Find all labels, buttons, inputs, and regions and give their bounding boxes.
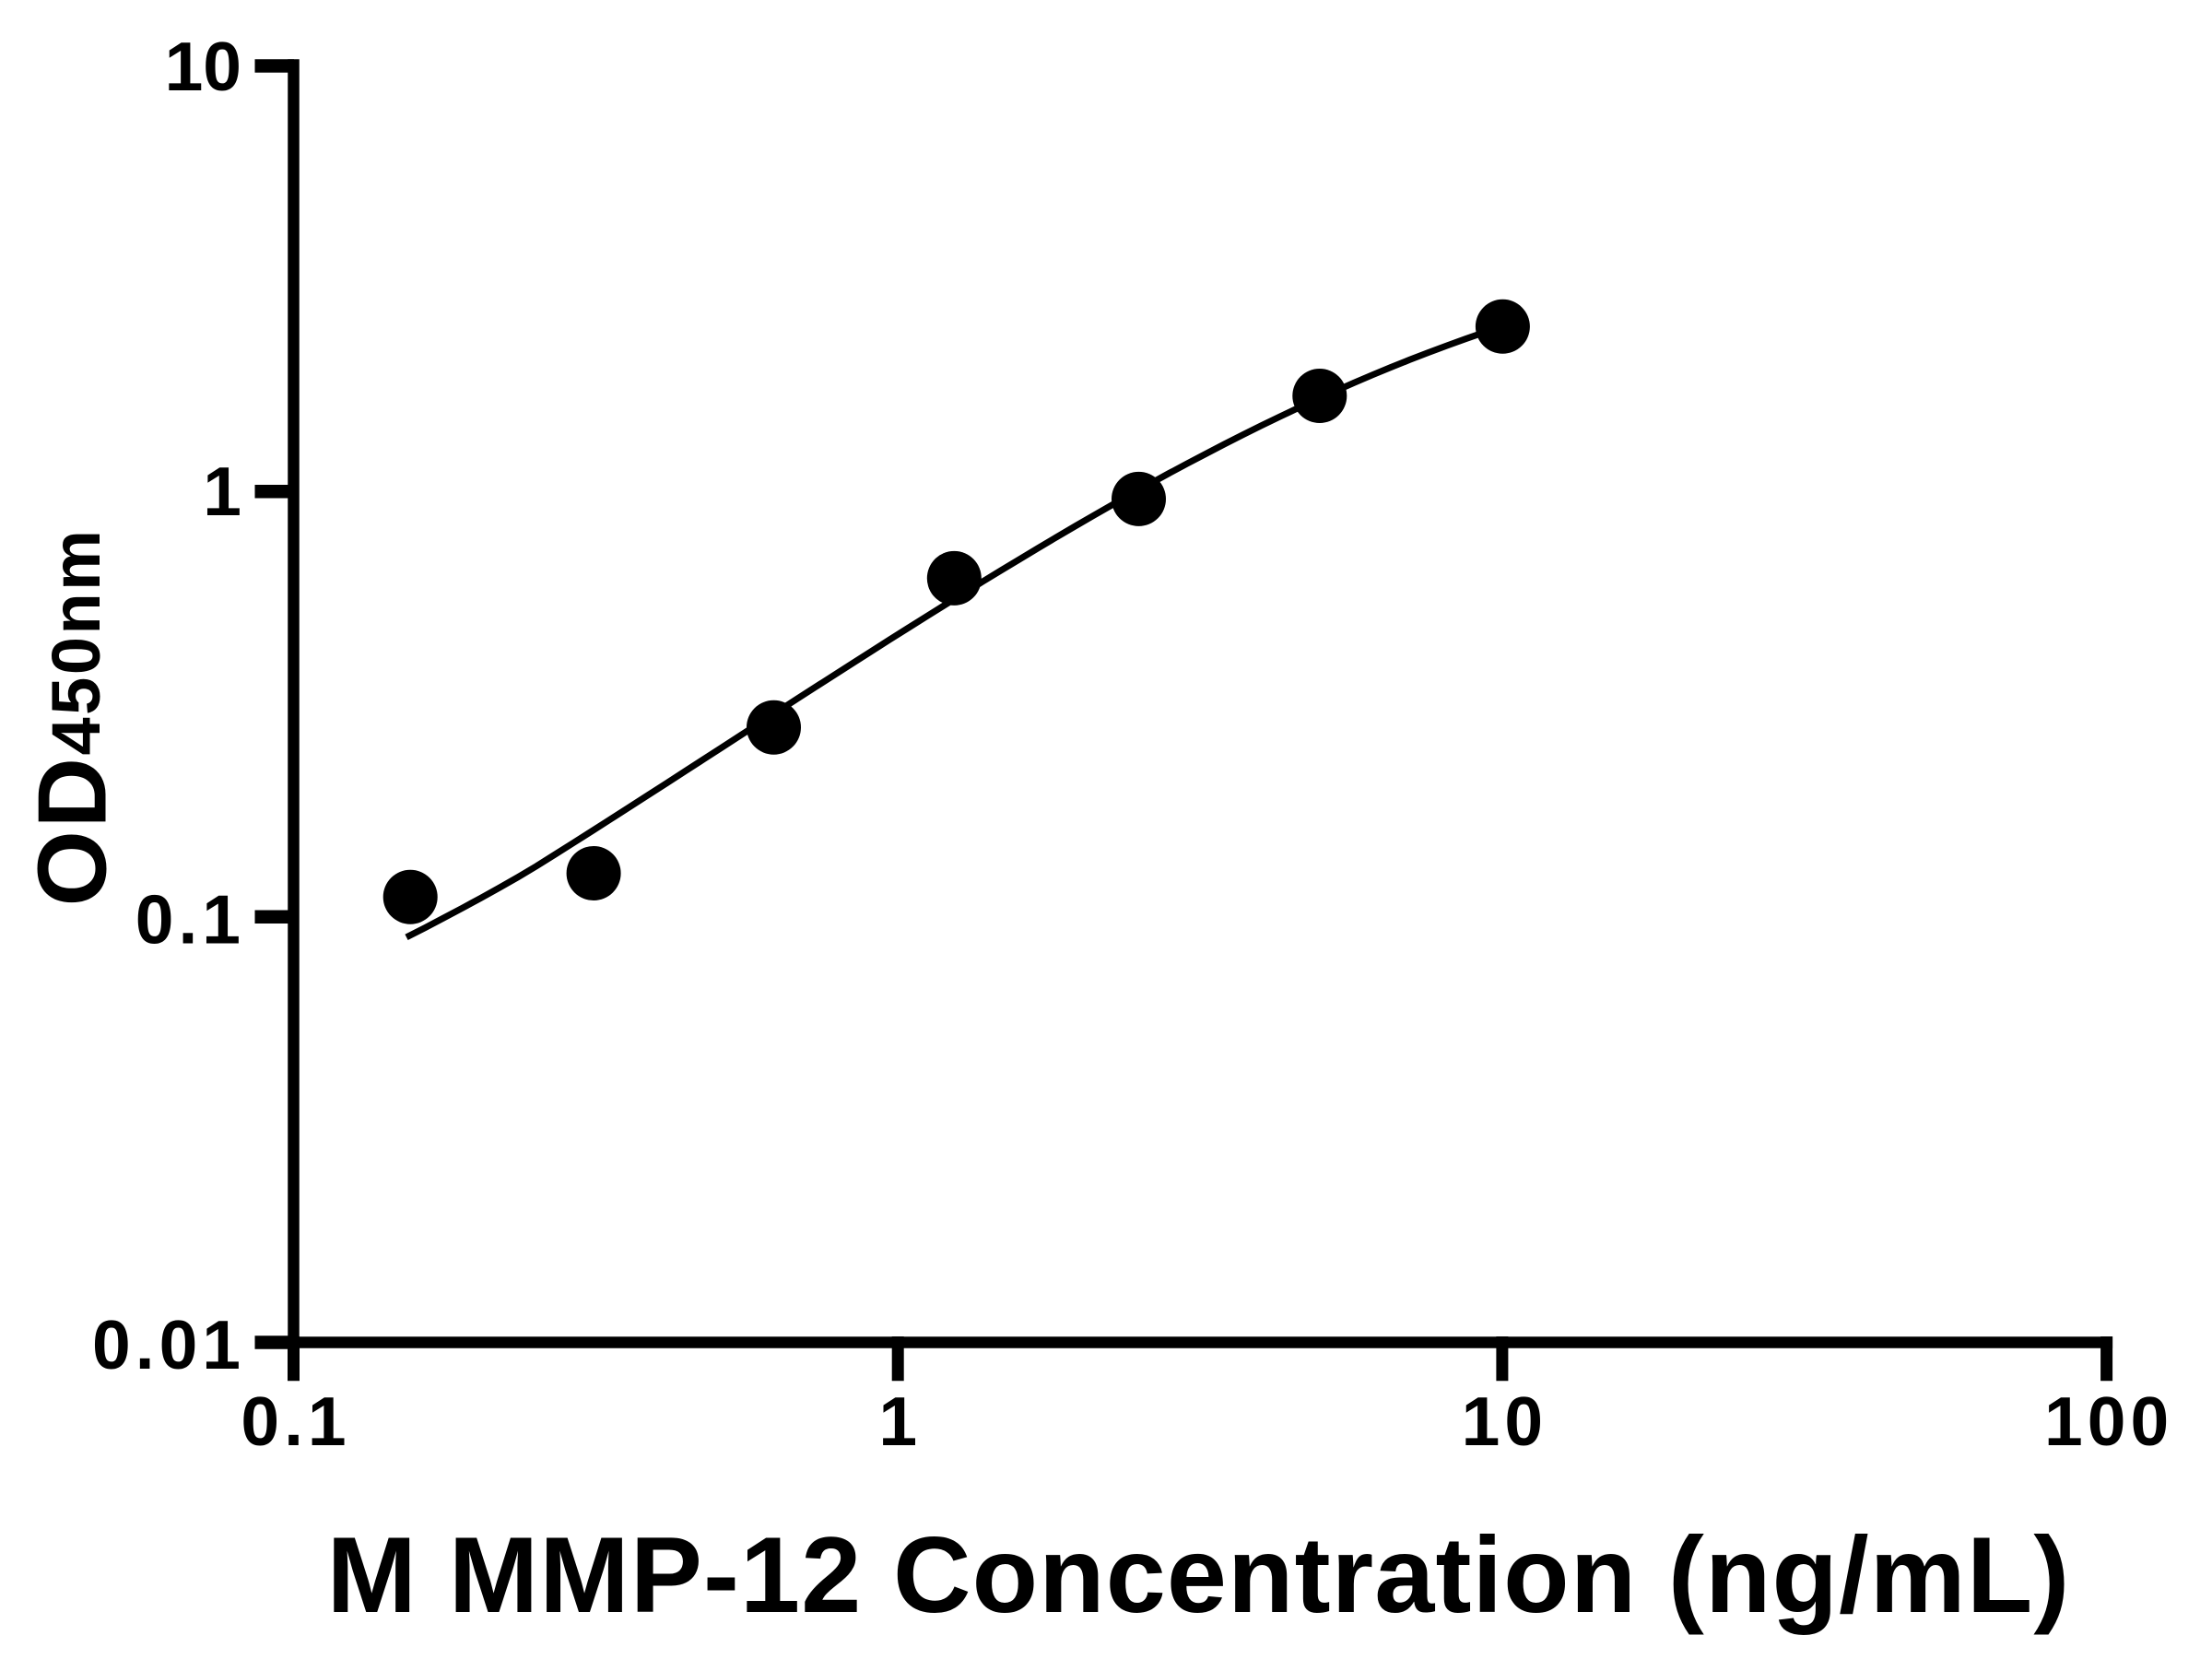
svg-text:OD450nm: OD450nm <box>18 528 127 907</box>
svg-text:1: 1 <box>878 1382 917 1460</box>
svg-text:0.01: 0.01 <box>92 1306 245 1383</box>
svg-text:0.1: 0.1 <box>241 1382 350 1460</box>
svg-text:100: 100 <box>2044 1382 2173 1460</box>
svg-text:1: 1 <box>203 453 241 530</box>
svg-text:0.1: 0.1 <box>135 880 245 958</box>
svg-text:10: 10 <box>165 28 241 105</box>
svg-text:M MMP-12 Concentration (ng/mL): M MMP-12 Concentration (ng/mL) <box>327 1514 2071 1635</box>
svg-text:10: 10 <box>1462 1382 1547 1460</box>
